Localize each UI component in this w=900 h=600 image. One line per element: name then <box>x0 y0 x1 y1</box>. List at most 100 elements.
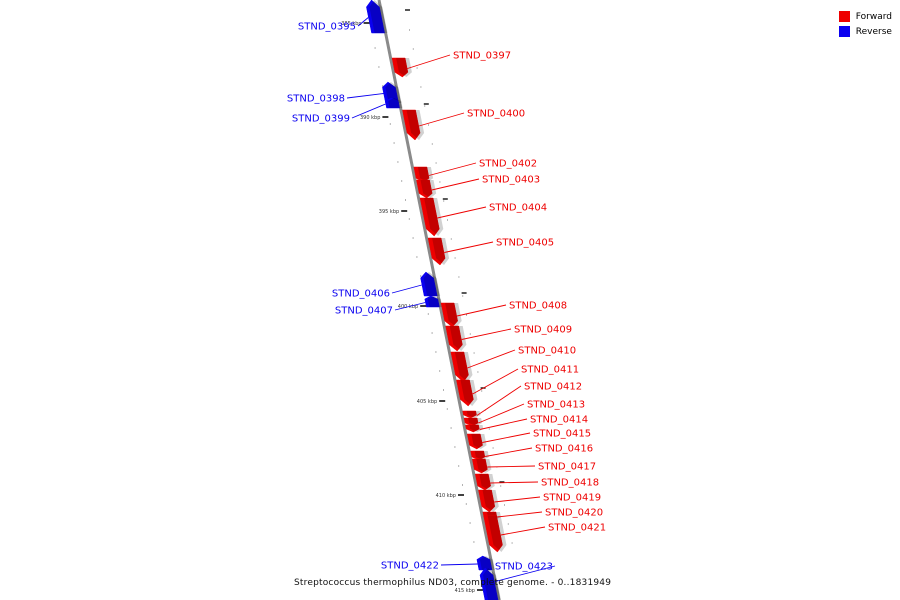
gene-arrow-stnd-0418[interactable] <box>474 473 491 491</box>
gene-arrow-shade <box>474 451 489 460</box>
gene-leader-line <box>467 349 516 369</box>
gene-label-stnd-0417[interactable]: STND_0417 <box>538 462 596 473</box>
gene-arrow-shade <box>432 238 450 265</box>
gene-arrow-shade <box>396 58 412 77</box>
gene-label-stnd-0419[interactable]: STND_0419 <box>543 493 601 504</box>
gene-label-stnd-0414[interactable]: STND_0414 <box>530 415 588 426</box>
gene-label-stnd-0412[interactable]: STND_0412 <box>524 382 582 393</box>
gene-arrow-stnd-0419[interactable] <box>478 489 496 513</box>
gene-arrow-stnd-0421[interactable] <box>483 515 503 553</box>
gene-arrow-shade <box>385 82 402 103</box>
gene-leader-line <box>461 328 512 340</box>
gene-leader-line <box>476 385 522 416</box>
tick-label: 405 kbp <box>417 399 437 405</box>
gene-label-stnd-0409[interactable]: STND_0409 <box>514 325 572 336</box>
gene-leader-line <box>490 481 539 484</box>
legend-reverse: Reverse <box>838 24 892 39</box>
gene-arrow-stnd-0400[interactable] <box>402 109 421 141</box>
gene-arrow-shade <box>460 380 478 406</box>
gene-arrow-stnd-0399[interactable] <box>384 97 400 109</box>
gene-arrow-stnd-0414[interactable] <box>465 424 480 433</box>
gene-leader-line <box>472 368 519 395</box>
gene-label-stnd-0400[interactable]: STND_0400 <box>467 109 525 120</box>
gene-leader-line <box>351 103 386 119</box>
gene-arrow-shade <box>469 425 484 432</box>
gene-arrow-stnd-0410[interactable] <box>450 351 469 383</box>
gene-arrow-stnd-0405[interactable] <box>427 237 446 266</box>
gene-label-stnd-0404[interactable]: STND_0404 <box>489 203 547 214</box>
gene-leader-line <box>431 178 480 191</box>
gene-arrow-stnd-0417[interactable] <box>471 458 488 474</box>
gene-label-stnd-0397[interactable]: STND_0397 <box>453 51 511 62</box>
gene-label-stnd-0421[interactable]: STND_0421 <box>548 523 606 534</box>
gene-label-stnd-0395[interactable]: STND_0395 <box>298 22 356 33</box>
gene-label-stnd-0403[interactable]: STND_0403 <box>482 175 540 186</box>
gene-leader-line <box>482 432 531 443</box>
gene-label-stnd-0399[interactable]: STND_0399 <box>292 114 350 125</box>
gene-arrow-shade <box>466 411 481 418</box>
gene-labels: STND_0395 STND_0397 STND_0398 STND_0399 STND… <box>287 17 606 586</box>
gene-arrow-stnd-0416[interactable] <box>470 450 486 461</box>
gene-leader-line <box>500 526 546 536</box>
genome-caption: Streptococcus thermophilus ND03, complet… <box>294 578 612 588</box>
gene-label-stnd-0408[interactable]: STND_0408 <box>509 301 567 312</box>
gene-leader-line <box>494 496 541 503</box>
gene-arrow-shade <box>468 418 483 426</box>
gene-arrow-stnd-0395[interactable] <box>366 0 385 34</box>
gene-arrow-stnd-0413[interactable] <box>463 417 479 427</box>
gene-arrow-shade <box>424 198 444 236</box>
gene-label-stnd-0418[interactable]: STND_0418 <box>541 478 599 489</box>
gene-label-stnd-0422[interactable]: STND_0422 <box>381 561 439 572</box>
gene-arrow-stnd-0407[interactable] <box>424 295 440 308</box>
gene-label-stnd-0416[interactable]: STND_0416 <box>535 444 593 455</box>
gene-leader-line <box>394 302 426 311</box>
gene-label-stnd-0420[interactable]: STND_0420 <box>545 508 603 519</box>
gene-arrow-shade <box>427 296 443 307</box>
reverse-swatch <box>838 26 850 37</box>
tick-label: 385 kbp <box>341 21 361 27</box>
gene-features <box>366 0 507 600</box>
gene-leader-line <box>407 54 451 69</box>
strand-legend: Forward Reverse <box>838 9 892 39</box>
gene-label-stnd-0406[interactable]: STND_0406 <box>332 289 390 300</box>
gene-label-stnd-0423[interactable]: STND_0423 <box>495 562 553 573</box>
gene-leader-line <box>485 447 533 457</box>
gene-arrow-stnd-0423[interactable] <box>479 567 499 600</box>
gene-leader-line <box>437 206 487 219</box>
gene-arrow-shade <box>445 303 462 327</box>
gene-leader-line <box>428 162 477 176</box>
gene-label-stnd-0415[interactable]: STND_0415 <box>533 429 591 440</box>
gene-label-stnd-0413[interactable]: STND_0413 <box>527 400 585 411</box>
gene-leader-line <box>444 241 494 253</box>
gene-arrow-stnd-0411[interactable] <box>456 379 474 407</box>
gene-leader-line <box>479 418 528 430</box>
gene-arrow-shade <box>420 180 437 198</box>
gene-label-stnd-0398[interactable]: STND_0398 <box>287 94 345 105</box>
gene-label-stnd-0410[interactable]: STND_0410 <box>518 346 576 357</box>
gene-arrow-stnd-0397[interactable] <box>391 57 409 78</box>
gene-arrow-shade <box>479 474 495 490</box>
gene-arrow-shade <box>423 272 441 296</box>
gene-leader-line <box>497 511 543 518</box>
gene-label-stnd-0402[interactable]: STND_0402 <box>479 159 537 170</box>
gene-label-stnd-0405[interactable]: STND_0405 <box>496 238 554 249</box>
gene-leader-line <box>357 17 369 27</box>
gene-arrow-stnd-0408[interactable] <box>440 302 458 328</box>
gene-arrow-stnd-0409[interactable] <box>445 325 463 352</box>
legend-forward-label: Forward <box>855 11 892 22</box>
genome-axis-line <box>377 0 501 600</box>
gene-leader-line <box>391 284 422 294</box>
gene-leader-line <box>440 563 478 566</box>
gene-label-stnd-0411[interactable]: STND_0411 <box>521 365 579 376</box>
gene-arrow-stnd-0404[interactable] <box>419 197 440 237</box>
gene-label-stnd-0407[interactable]: STND_0407 <box>335 306 393 317</box>
gene-leader-line <box>478 403 525 424</box>
tick-label: 390 kbp <box>360 115 380 121</box>
gene-leader-line <box>487 465 536 468</box>
gene-arrow-shade <box>369 0 388 33</box>
gene-arrow-stnd-0412[interactable] <box>462 410 477 419</box>
gene-arrow-stnd-0403[interactable] <box>416 179 433 199</box>
tick-label: 415 kbp <box>455 588 475 594</box>
gene-arrow-stnd-0415[interactable] <box>466 433 483 450</box>
